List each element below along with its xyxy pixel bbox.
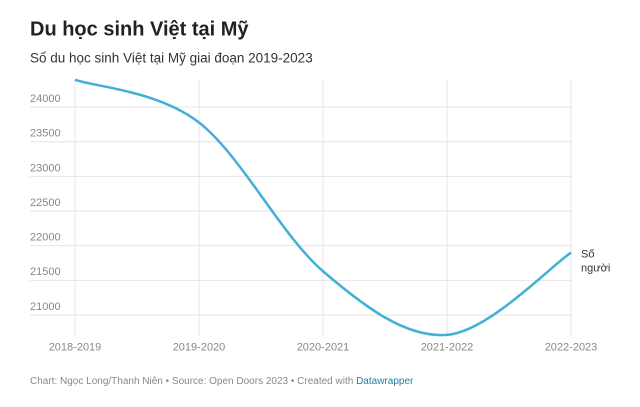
x-tick-label: 2021-2022 — [421, 342, 474, 354]
footer-link[interactable]: Datawrapper — [356, 376, 414, 387]
series-label-part: người — [581, 263, 610, 275]
line — [74, 78, 572, 337]
y-tick-label: 24000 — [30, 93, 61, 105]
chart-subtitle: Số du học sinh Việt tại Mỹ giai đoạn 201… — [30, 51, 313, 66]
y-tick-label: 22500 — [30, 197, 61, 209]
chart-title: Du học sinh Việt tại Mỹ — [30, 18, 249, 40]
y-tick-label: 22000 — [30, 232, 61, 244]
footer-text: Chart: Ngọc Long/Thanh Niên • Source: Op… — [30, 376, 353, 387]
series-label-part: Số — [581, 249, 594, 261]
x-tick-label: 2019-2020 — [173, 342, 226, 354]
y-tick-label: 21000 — [30, 301, 61, 313]
y-tick-label: 23000 — [30, 162, 61, 174]
footer: Chart: Ngọc Long/Thanh Niên • Source: Op… — [30, 376, 414, 387]
y-tick-label: 21500 — [30, 266, 61, 278]
series-label: Số người — [581, 249, 610, 275]
x-tick-label: 2022-2023 — [545, 342, 598, 354]
y-tick-label: 23500 — [30, 128, 61, 140]
x-tick-label: 2018-2019 — [49, 342, 102, 354]
x-tick-label: 2020-2021 — [297, 342, 350, 354]
